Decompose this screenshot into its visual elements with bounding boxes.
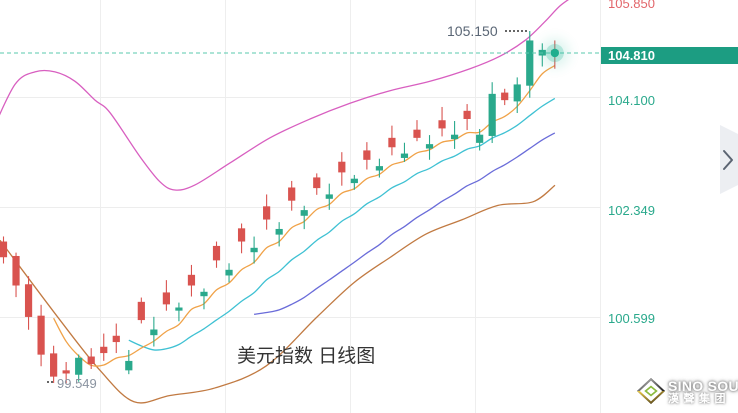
svg-text:102.349: 102.349	[608, 203, 655, 218]
svg-text:104.810: 104.810	[608, 48, 655, 63]
svg-text:100.599: 100.599	[608, 311, 655, 326]
svg-text:104.100: 104.100	[608, 93, 655, 108]
svg-text:105.850: 105.850	[608, 0, 655, 11]
svg-text:105.150: 105.150	[447, 23, 498, 39]
svg-text:美元指数 日线图: 美元指数 日线图	[237, 345, 375, 367]
svg-text:99.549: 99.549	[57, 376, 97, 391]
